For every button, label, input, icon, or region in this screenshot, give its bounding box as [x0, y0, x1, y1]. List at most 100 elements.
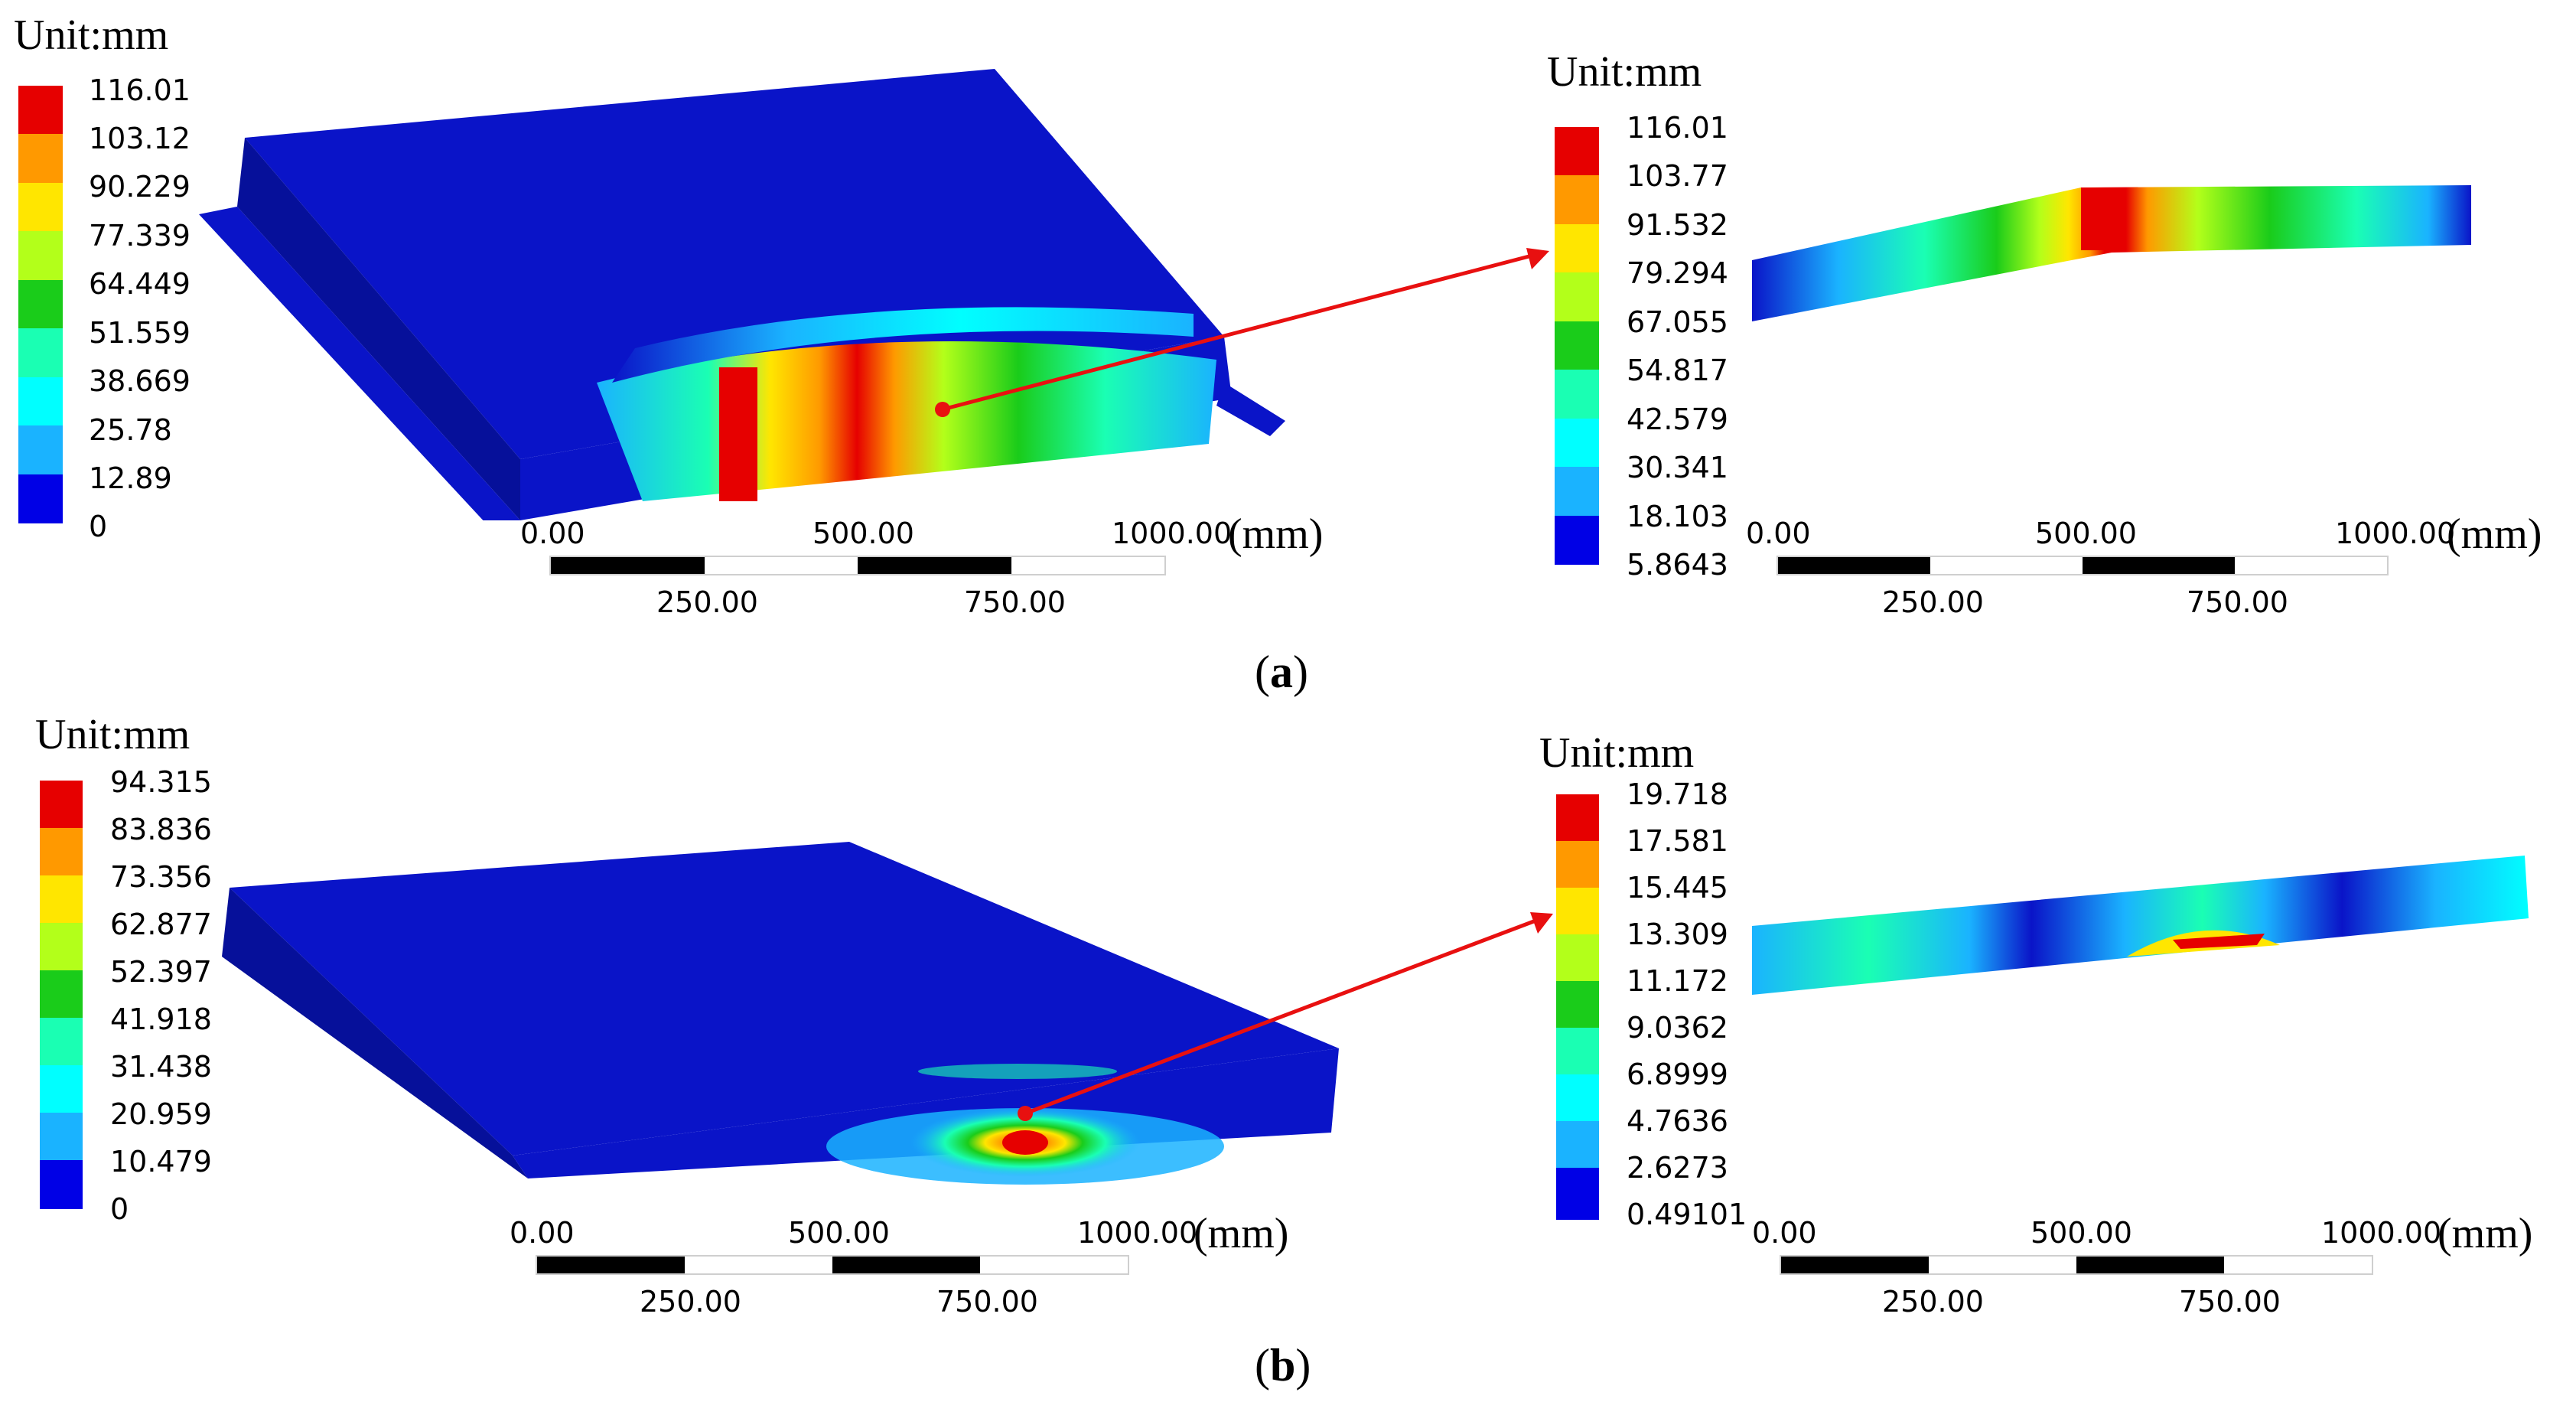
scale-unit: (mm) — [2447, 510, 2542, 558]
scale-tick: 750.00 — [936, 1285, 1038, 1319]
legend-value: 67.055 — [1627, 305, 1728, 339]
color-legend — [1555, 127, 1599, 565]
legend-swatch — [40, 1160, 83, 1209]
legend-swatch — [1555, 127, 1599, 176]
scale-bar — [536, 1255, 1129, 1275]
battery-pack-model — [199, 69, 1285, 520]
legend-swatch — [40, 923, 83, 971]
legend-value: 51.559 — [89, 316, 191, 350]
legend-value: 9.0362 — [1627, 1011, 1728, 1045]
legend-value: 83.836 — [110, 813, 212, 846]
legend-swatch — [40, 1065, 83, 1113]
scale-bar — [1780, 1255, 2373, 1275]
scale-tick: 250.00 — [656, 585, 758, 619]
scale-tick: 500.00 — [788, 1216, 890, 1250]
scale-tick: 1000.00 — [2335, 517, 2456, 550]
color-legend — [40, 781, 83, 1209]
legend-swatch — [18, 377, 63, 426]
legend-value: 13.309 — [1627, 918, 1728, 951]
scale-unit: (mm) — [1228, 510, 1324, 558]
legend-value: 10.479 — [110, 1145, 212, 1178]
pack-side-face — [237, 138, 520, 520]
scale-tick: 500.00 — [813, 517, 914, 550]
legend-value: 0.49101 — [1627, 1198, 1747, 1231]
legend-swatch — [1555, 370, 1599, 419]
legend-swatch — [40, 970, 83, 1019]
legend-value: 2.6273 — [1627, 1151, 1728, 1185]
beam-body — [1752, 856, 2529, 995]
legend-value: 116.01 — [1627, 111, 1728, 145]
scale-tick: 750.00 — [964, 585, 1066, 619]
deformation-zone — [918, 1064, 1117, 1079]
legend-swatch — [1556, 1074, 1599, 1122]
scale-tick: 750.00 — [2179, 1285, 2281, 1319]
legend-value: 17.581 — [1627, 824, 1728, 858]
scale-tick: 500.00 — [2031, 1216, 2132, 1250]
legend-swatch — [1556, 1121, 1599, 1169]
legend-swatch — [40, 828, 83, 876]
unit-label: Unit:mm — [14, 11, 169, 59]
legend-swatch — [18, 328, 63, 377]
callout-arrow — [935, 248, 1549, 417]
legend-value: 12.89 — [89, 461, 172, 495]
legend-value: 62.877 — [110, 908, 212, 941]
legend-value: 91.532 — [1627, 208, 1728, 242]
beam-body — [1752, 185, 2471, 321]
battery-pack-model — [222, 842, 1339, 1185]
legend-swatch — [40, 1018, 83, 1066]
legend-value: 41.918 — [110, 1002, 212, 1036]
legend-swatch — [40, 781, 83, 829]
legend-value: 42.579 — [1627, 403, 1728, 436]
beam-model — [1752, 856, 2529, 995]
legend-value: 31.438 — [110, 1050, 212, 1084]
beam-model — [1752, 185, 2471, 321]
color-legend — [1556, 794, 1599, 1220]
legend-value: 54.817 — [1627, 354, 1728, 387]
legend-value: 79.294 — [1627, 256, 1728, 290]
legend-value: 19.718 — [1627, 777, 1728, 811]
legend-value: 73.356 — [110, 860, 212, 894]
legend-swatch — [18, 425, 63, 474]
callout-arrow — [1018, 912, 1553, 1121]
scale-unit: (mm) — [1194, 1210, 1289, 1257]
legend-swatch — [1556, 1028, 1599, 1075]
max-deformation — [719, 367, 757, 501]
legend-value: 103.12 — [89, 122, 191, 155]
legend-value: 6.8999 — [1627, 1058, 1728, 1091]
panel-caption: (a) — [1255, 647, 1308, 697]
unit-label: Unit:mm — [35, 711, 191, 758]
scale-tick: 1000.00 — [1112, 517, 1233, 550]
legend-value: 0 — [89, 510, 108, 543]
scale-tick: 250.00 — [1882, 1285, 1984, 1319]
scale-tick: 1000.00 — [2321, 1216, 2442, 1250]
legend-swatch — [18, 231, 63, 280]
unit-label: Unit:mm — [1547, 48, 1702, 96]
scale-bar — [1776, 556, 2389, 575]
scale-tick: 0.00 — [1746, 517, 1811, 550]
legend-swatch — [1555, 175, 1599, 224]
legend-swatch — [1555, 224, 1599, 273]
max-deformation — [1002, 1130, 1048, 1155]
scale-tick: 1000.00 — [1077, 1216, 1198, 1250]
legend-value: 0 — [110, 1192, 129, 1226]
legend-swatch — [18, 86, 63, 135]
legend-swatch — [1555, 321, 1599, 370]
legend-swatch — [1556, 794, 1599, 842]
legend-swatch — [1556, 934, 1599, 982]
legend-swatch — [1555, 272, 1599, 321]
legend-value: 77.339 — [89, 219, 191, 253]
scale-tick: 750.00 — [2187, 585, 2288, 619]
max-deformation — [2081, 187, 2113, 250]
scale-bar — [549, 556, 1166, 575]
scale-tick: 250.00 — [640, 1285, 741, 1319]
pack-side-face — [222, 888, 528, 1178]
legend-value: 25.78 — [89, 413, 172, 447]
legend-swatch — [1556, 1168, 1599, 1220]
legend-swatch — [1555, 516, 1599, 565]
legend-value: 20.959 — [110, 1097, 212, 1131]
scale-tick: 500.00 — [2035, 517, 2137, 550]
scale-tick: 0.00 — [1752, 1216, 1817, 1250]
flange — [1216, 383, 1285, 436]
legend-swatch — [1555, 467, 1599, 516]
scale-unit: (mm) — [2438, 1210, 2533, 1257]
